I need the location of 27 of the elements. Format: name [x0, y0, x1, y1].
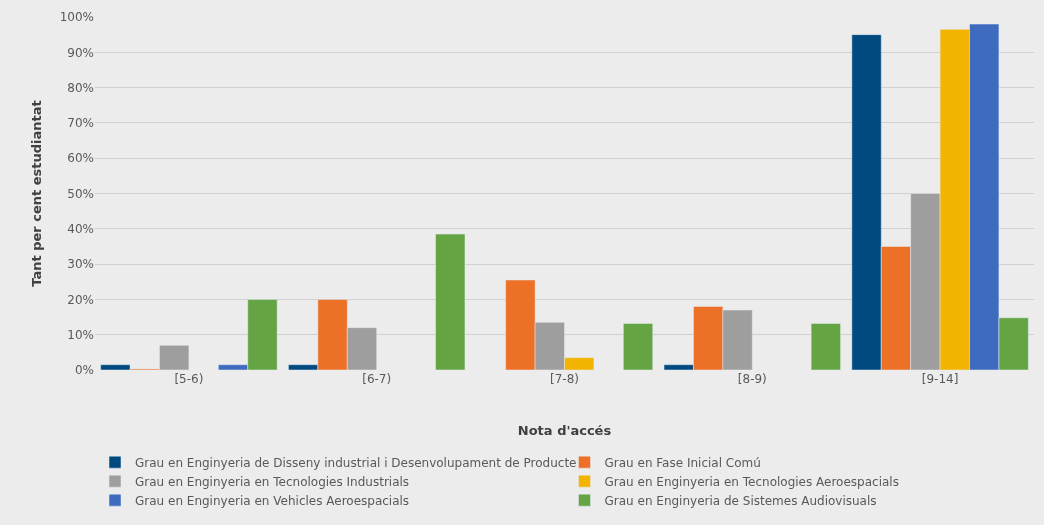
legend-label: Grau en Fase Inicial Comú — [604, 455, 761, 470]
y-tick-label: 80% — [67, 80, 94, 95]
legend-label: Grau en Enginyeria en Tecnologies Aeroespacials — [604, 474, 899, 489]
y-tick-label: 60% — [67, 151, 94, 166]
bar — [810, 323, 841, 370]
y-axis-title: Tant per cent estudiantat — [28, 100, 44, 287]
y-tick-label: 50% — [67, 186, 94, 201]
y-tick-label: 100% — [59, 10, 94, 25]
x-tick-label: [5-6) — [174, 372, 204, 386]
legend-label: Grau en Enginyeria de Disseny industrial i Desenvolupament de Producte — [135, 455, 577, 470]
x-tick-label: [6-7) — [362, 372, 392, 386]
legend-label: Grau en Enginyeria en Vehicles Aeroespacials — [135, 493, 410, 508]
y-tick-label: 0% — [74, 363, 94, 378]
x-axis-title: Nota d'accés — [517, 422, 612, 438]
bar — [623, 323, 654, 370]
x-tick-label: [7-8) — [550, 372, 579, 386]
y-tick-label: 40% — [67, 222, 94, 236]
y-tick-label: 10% — [67, 327, 94, 342]
x-tick-label: [9-14] — [921, 372, 959, 386]
y-tick-label: 70% — [67, 116, 94, 131]
y-tick-label: 30% — [67, 257, 94, 272]
legend-label: Grau en Enginyeria en Tecnologies Industrials — [135, 474, 410, 489]
y-tick-label: 90% — [67, 45, 94, 60]
y-tick-label: 20% — [67, 292, 94, 307]
bar — [435, 233, 466, 370]
legend-label: Grau en Enginyeria de Sistemes Audiovisuals — [604, 493, 877, 508]
x-tick-label: [8-9) — [737, 372, 767, 386]
